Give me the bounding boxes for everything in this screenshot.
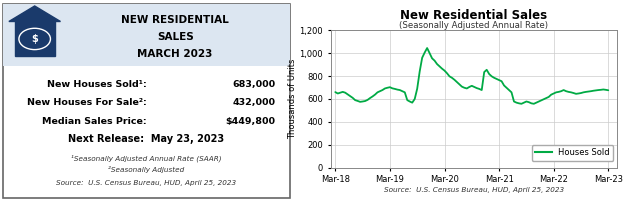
FancyBboxPatch shape [3, 4, 290, 198]
Text: MARCH 2023: MARCH 2023 [137, 49, 213, 59]
Y-axis label: Thousands of Units: Thousands of Units [288, 59, 297, 139]
Text: (Seasonally Adjusted Annual Rate): (Seasonally Adjusted Annual Rate) [399, 21, 548, 30]
Circle shape [19, 28, 50, 50]
Legend: Houses Sold: Houses Sold [532, 145, 613, 161]
FancyBboxPatch shape [3, 4, 290, 66]
Text: SALES: SALES [157, 32, 193, 42]
Text: $: $ [32, 34, 38, 44]
Text: NEW RESIDENTIAL: NEW RESIDENTIAL [121, 15, 229, 25]
Text: New Houses For Sale²:: New Houses For Sale²: [26, 98, 147, 107]
Text: $449,800: $449,800 [226, 117, 275, 126]
FancyBboxPatch shape [14, 21, 55, 56]
Text: Next Release:  May 23, 2023: Next Release: May 23, 2023 [69, 134, 224, 144]
Polygon shape [9, 6, 60, 21]
Text: 432,000: 432,000 [232, 98, 275, 107]
Text: 683,000: 683,000 [232, 80, 275, 89]
Text: Source:  U.S. Census Bureau, HUD, April 25, 2023: Source: U.S. Census Bureau, HUD, April 2… [57, 180, 236, 186]
Text: Median Sales Price:: Median Sales Price: [42, 117, 147, 126]
Text: ¹Seasonally Adjusted Annual Rate (SAAR): ¹Seasonally Adjusted Annual Rate (SAAR) [71, 155, 222, 162]
Text: Source:  U.S. Census Bureau, HUD, April 25, 2023: Source: U.S. Census Bureau, HUD, April 2… [384, 187, 564, 193]
Text: New Houses Sold¹:: New Houses Sold¹: [47, 80, 147, 89]
Text: New Residential Sales: New Residential Sales [400, 9, 547, 22]
Text: ²Seasonally Adjusted: ²Seasonally Adjusted [108, 166, 185, 173]
